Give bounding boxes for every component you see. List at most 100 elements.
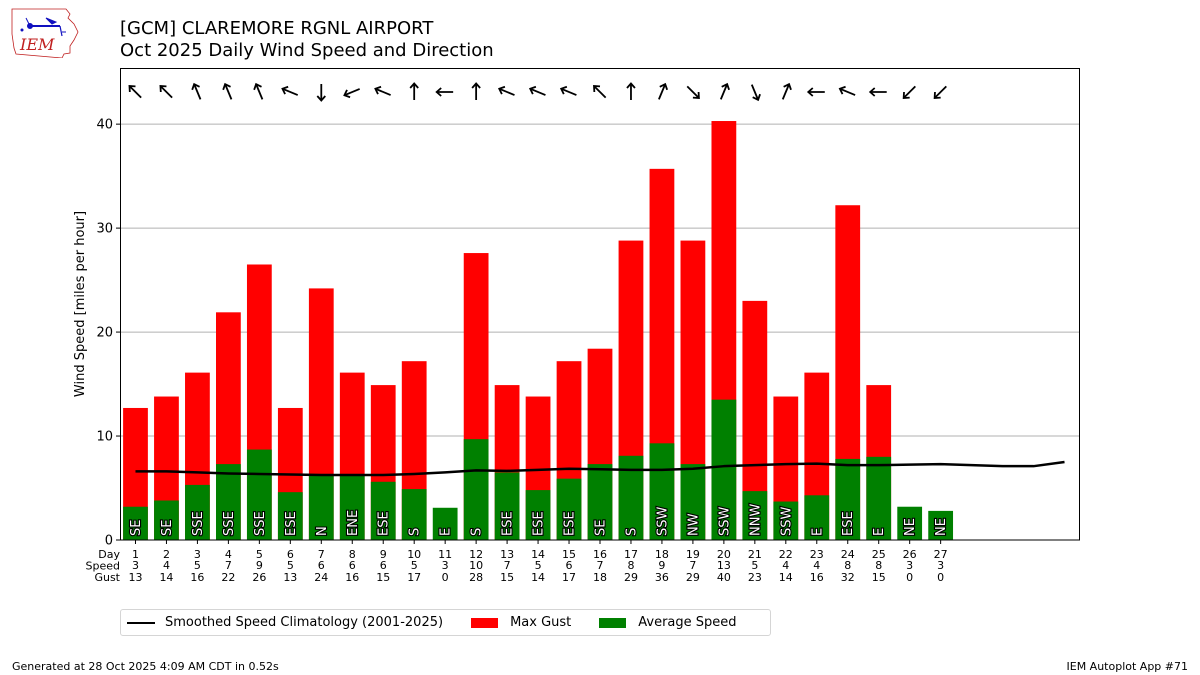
- wind-arrow-icon: [806, 87, 825, 97]
- arrow-head: [752, 93, 761, 102]
- speed-bar: [370, 481, 396, 540]
- arrow-head: [933, 91, 941, 99]
- gust-label: 15: [500, 571, 514, 584]
- gust-label: 13: [128, 571, 142, 584]
- speed-label: 4: [782, 559, 789, 572]
- day-label: 7: [318, 548, 325, 561]
- arrow-head: [435, 87, 442, 97]
- gust-label: 17: [407, 571, 421, 584]
- climatology-layer: [135, 460, 1065, 477]
- wind-arrow-icon: [626, 82, 636, 100]
- speed-label: 3: [442, 559, 449, 572]
- wind-arrow-icon: [343, 88, 360, 99]
- y-tick-label: 10: [96, 430, 113, 445]
- speed-bar: [866, 456, 892, 540]
- arrow-shaft: [719, 84, 728, 100]
- direction-label: E: [810, 528, 825, 536]
- y-tick-label: 30: [96, 222, 113, 237]
- gust-label: 16: [810, 571, 824, 584]
- direction-label: ESE: [841, 511, 856, 536]
- direction-label: SE: [594, 520, 609, 536]
- gust-label: 0: [937, 571, 944, 584]
- arrow-shaft: [224, 84, 233, 100]
- y-tick-label: 20: [96, 326, 113, 341]
- day-label: 6: [287, 548, 294, 561]
- direction-label: ENE: [346, 510, 361, 536]
- gust-label: 36: [655, 571, 669, 584]
- y-tick-label: 0: [105, 534, 113, 549]
- day-label: 11: [438, 548, 452, 561]
- direction-label: ESE: [284, 511, 299, 536]
- arrow-shaft: [160, 85, 173, 99]
- speed-bar: [618, 455, 644, 540]
- day-label: 23: [810, 548, 824, 561]
- y-axis-label: Wind Speed [miles per hour]: [73, 211, 88, 397]
- speed-bar: [680, 464, 706, 540]
- wind-arrow-icon: [658, 82, 669, 100]
- speed-label: 9: [658, 559, 665, 572]
- speed-bar: [928, 510, 954, 540]
- wind-arrow-icon: [253, 82, 264, 100]
- speed-bar: [277, 492, 303, 540]
- arrow-shaft: [344, 88, 360, 96]
- speed-label: 7: [504, 559, 511, 572]
- speed-label: 3: [132, 559, 139, 572]
- speed-label: 5: [194, 559, 201, 572]
- direction-label: NE: [934, 518, 949, 536]
- wind-arrow-icon: [374, 85, 391, 96]
- speed-bar: [525, 490, 551, 540]
- chart-title-line1: [GCM] CLAREMORE RGNL AIRPORT: [120, 18, 434, 39]
- climatology-line: [135, 460, 1065, 477]
- gust-label: 23: [748, 571, 762, 584]
- wind-arrow-icon: [128, 85, 142, 99]
- gust-label: 15: [376, 571, 390, 584]
- arrow-head: [159, 85, 167, 93]
- arrow-head: [838, 85, 846, 95]
- logo-text: IEM: [19, 35, 55, 54]
- speed-bar: [897, 506, 923, 540]
- day-label: 15: [562, 548, 576, 561]
- speed-bar: [556, 478, 582, 540]
- wind-arrow-icon: [528, 85, 546, 96]
- day-label: 16: [593, 548, 607, 561]
- speed-bar: [463, 439, 489, 540]
- gust-label: 0: [442, 571, 449, 584]
- arrow-head: [409, 82, 419, 89]
- wind-chart: SE SE SSE SSE SSE ESE N ENE ESE S E S ESE ESE ESE SE S SS…: [73, 68, 1080, 584]
- direction-label: S: [408, 528, 423, 536]
- gust-label: 29: [686, 571, 700, 584]
- direction-label: E: [439, 528, 454, 536]
- wind-arrow-icon: [593, 85, 607, 99]
- arrow-head: [253, 82, 262, 91]
- speed-label: 7: [225, 559, 232, 572]
- wind-arrow-icon: [750, 84, 761, 102]
- speed-bar: [154, 500, 179, 540]
- wind-arrow-icon: [868, 87, 887, 97]
- day-label: 21: [748, 548, 762, 561]
- arrow-shaft: [499, 88, 515, 96]
- speed-label: 5: [411, 559, 418, 572]
- arrow-head: [528, 85, 537, 95]
- legend-line-swatch: [127, 621, 155, 624]
- speed-bar: [773, 501, 799, 540]
- arrow-shaft: [903, 85, 916, 99]
- direction-label: SSW: [717, 506, 732, 536]
- day-label: 9: [380, 548, 387, 561]
- arrow-head: [191, 82, 200, 91]
- speed-bar: [494, 472, 520, 540]
- wind-arrow-icon: [191, 82, 202, 100]
- wind-arrow-icon: [316, 84, 326, 102]
- arrow-shaft: [658, 84, 666, 100]
- speed-label: 10: [469, 559, 483, 572]
- gust-label: 18: [593, 571, 607, 584]
- speed-label: 8: [627, 559, 634, 572]
- arrow-head: [343, 89, 351, 99]
- wind-arrow-icon: [222, 82, 233, 100]
- gust-label: 14: [531, 571, 545, 584]
- speed-label: 9: [256, 559, 263, 572]
- day-label: 13: [500, 548, 514, 561]
- direction-label: SE: [129, 520, 144, 536]
- arrow-head: [128, 85, 136, 93]
- day-label: 27: [934, 548, 948, 561]
- wind-arrow-icon: [435, 87, 454, 97]
